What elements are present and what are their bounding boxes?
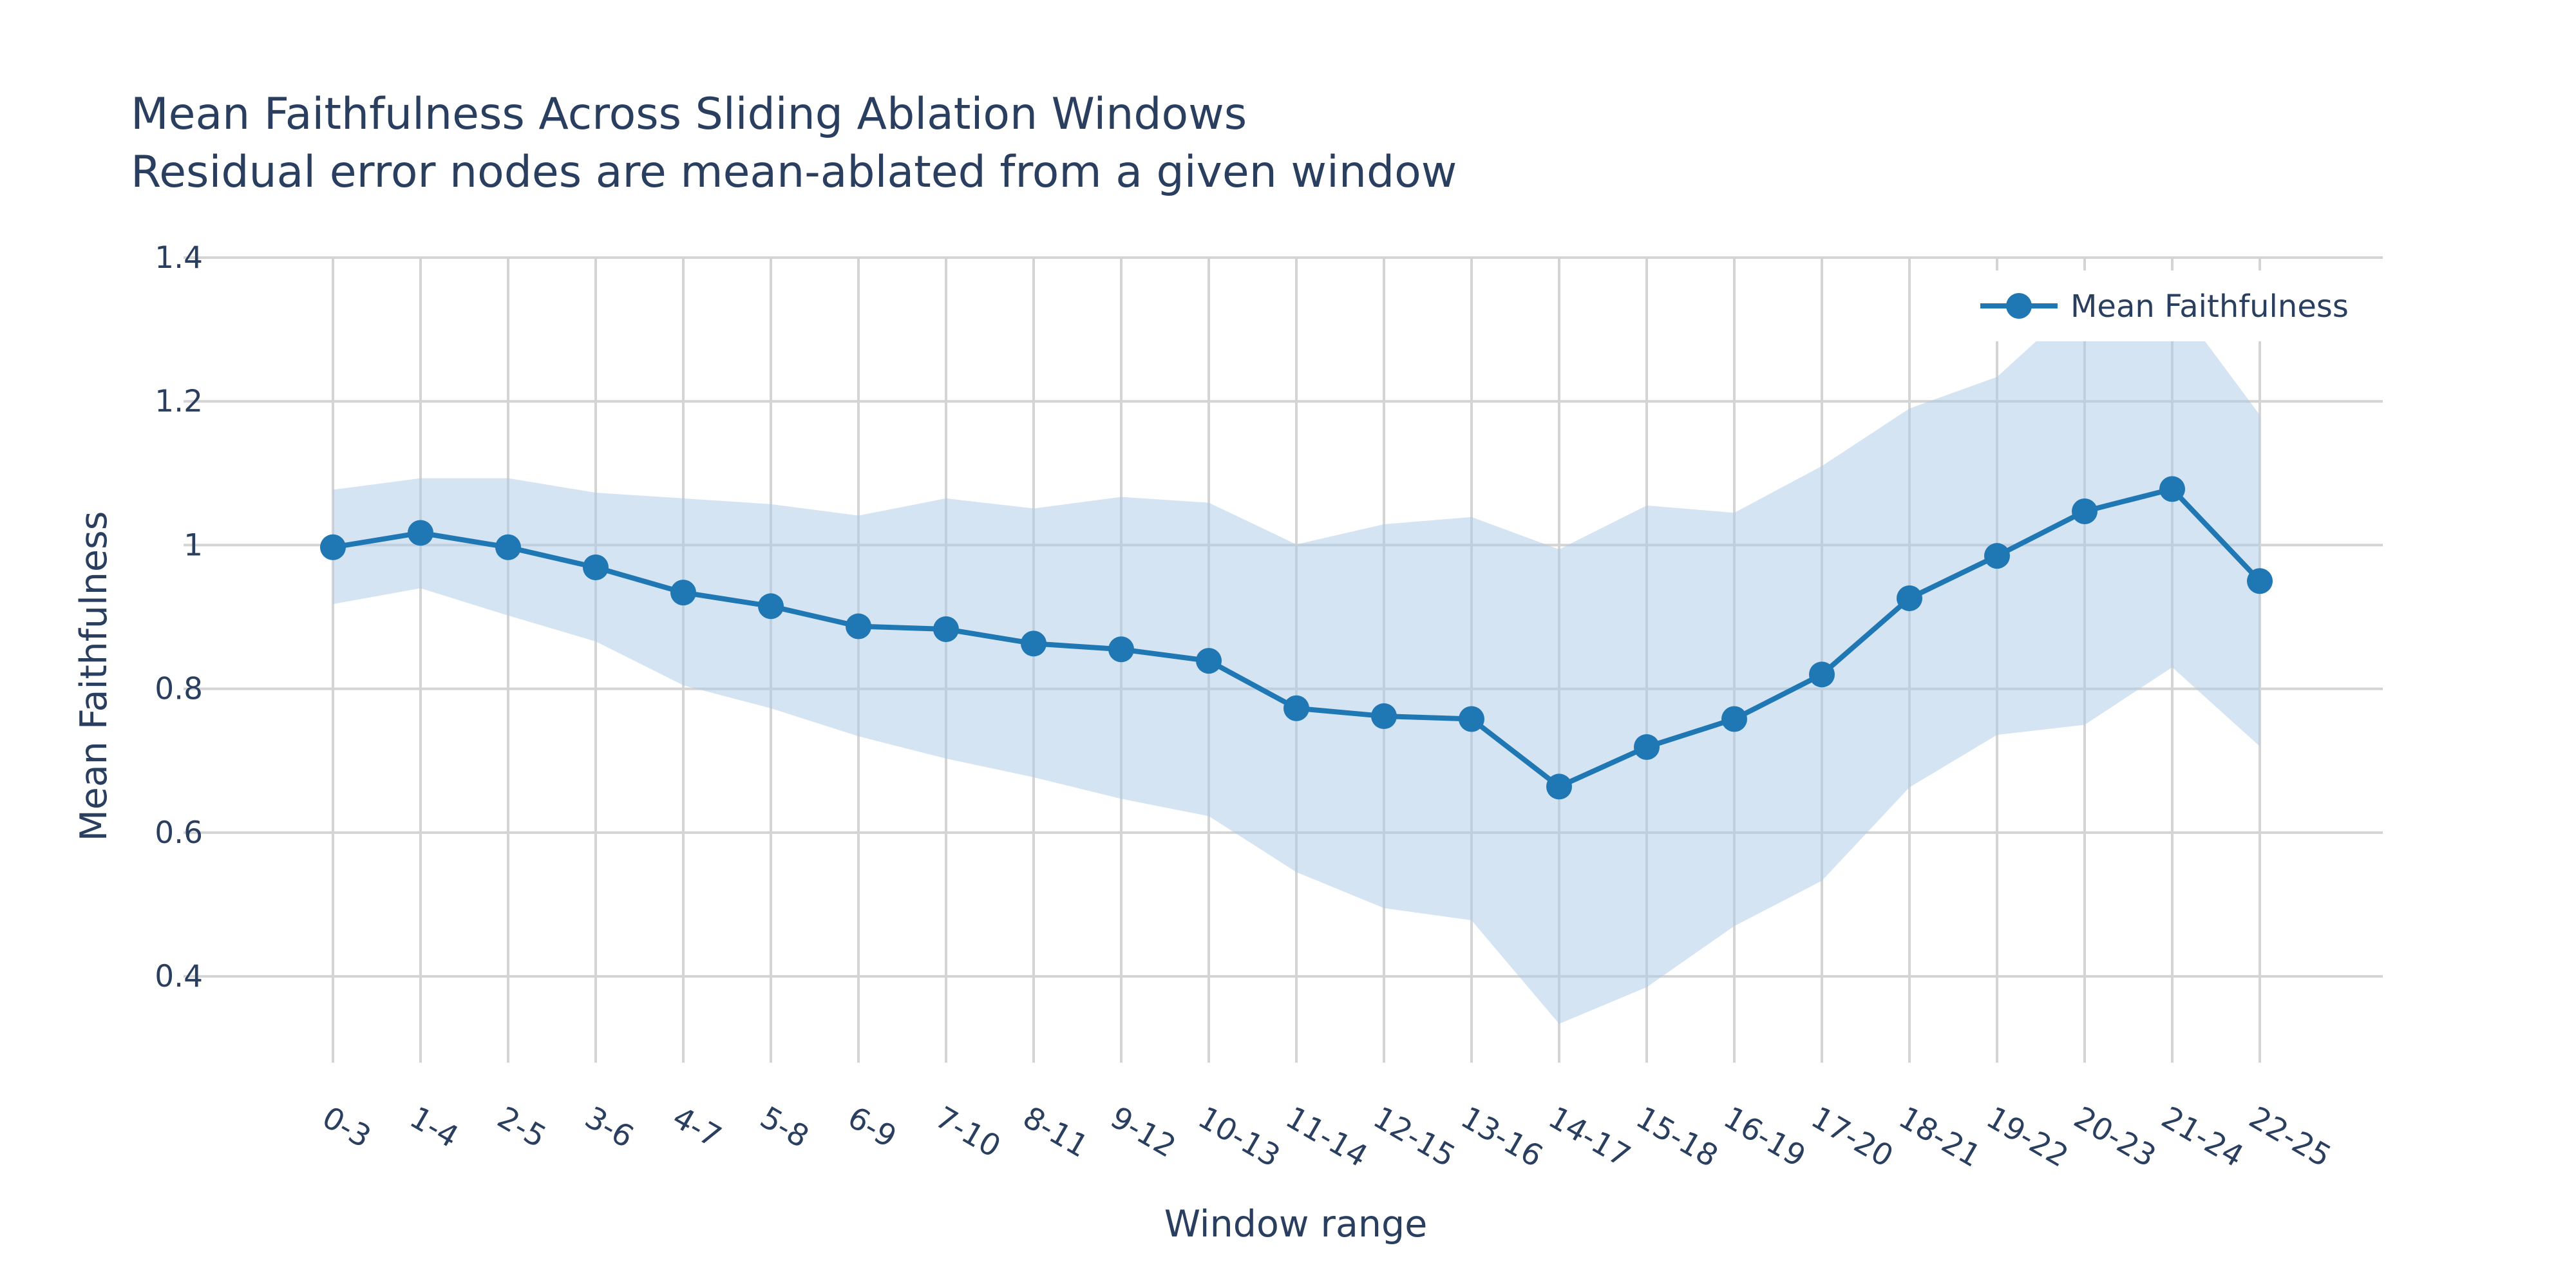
- data-point: [1021, 630, 1046, 657]
- x-tick-label: 8-11: [1017, 1100, 1094, 1165]
- x-tick-label: 4-7: [667, 1100, 727, 1155]
- chart-title: Mean Faithfulness Across Sliding Ablatio…: [131, 89, 1247, 140]
- x-tick-label: 22-25: [2243, 1100, 2337, 1175]
- x-tick-label: 13-16: [1455, 1100, 1549, 1175]
- x-tick-label: 12-15: [1367, 1100, 1461, 1175]
- data-point: [2072, 498, 2098, 524]
- x-tick-label: 0-3: [316, 1100, 377, 1155]
- x-tick-label: 20-23: [2068, 1100, 2162, 1175]
- chart-subtitle: Residual error nodes are mean-ablated fr…: [131, 147, 1457, 198]
- x-tick-label: 3-6: [579, 1100, 639, 1155]
- confidence-band: [333, 297, 2260, 1024]
- data-point: [1984, 543, 2010, 569]
- data-point: [1634, 734, 1660, 761]
- point-layer: [320, 476, 2273, 800]
- y-axis-title: Mean Faithfulness: [73, 511, 115, 842]
- x-tick-label: 21-24: [2155, 1100, 2249, 1175]
- legend: Mean Faithfulness: [1971, 270, 2370, 341]
- data-point: [758, 593, 784, 620]
- data-point: [495, 534, 521, 560]
- data-point: [583, 554, 609, 581]
- data-point: [1546, 773, 1572, 800]
- x-tick-label: 2-5: [491, 1100, 552, 1155]
- data-point: [1108, 636, 1134, 663]
- data-point: [1897, 585, 1922, 612]
- data-point: [1283, 695, 1309, 721]
- data-point: [933, 616, 959, 643]
- data-point: [1196, 648, 1222, 674]
- x-tick-label: 15-18: [1630, 1100, 1724, 1175]
- y-tick-label: 0.6: [155, 815, 203, 851]
- legend-label: Mean Faithfulness: [2070, 289, 2349, 325]
- x-tick-label: 17-20: [1805, 1100, 1899, 1175]
- x-tick-label: 19-22: [1980, 1100, 2074, 1175]
- legend-marker-swatch: [2006, 293, 2032, 319]
- data-point: [1459, 706, 1484, 732]
- x-tick-label: 10-13: [1192, 1100, 1286, 1175]
- x-tick-label: 14-17: [1542, 1100, 1636, 1175]
- x-tick-labels: 0-3 1-4 2-5 3-6 4-7 5-8 6-9 7-10 8-11 9-12 10-1311…: [316, 1100, 2337, 1175]
- x-tick-label: 6-9: [842, 1100, 902, 1155]
- y-tick-label: 1.2: [155, 384, 203, 419]
- data-point: [1371, 703, 1397, 730]
- data-point: [2159, 476, 2185, 502]
- y-tick-label: 0.8: [155, 672, 203, 707]
- band-layer: [333, 297, 2260, 1024]
- data-point: [1809, 661, 1835, 688]
- data-point: [2247, 568, 2273, 594]
- y-tick-label: 1: [184, 527, 203, 563]
- data-point: [846, 613, 871, 639]
- x-tick-label: 9-12: [1104, 1100, 1182, 1165]
- data-point: [320, 534, 346, 560]
- y-tick-labels: 0.4 0.6 0.8 1 1.2 1.4: [155, 240, 203, 994]
- data-point: [1721, 706, 1747, 732]
- x-tick-label: 7-10: [929, 1100, 1007, 1165]
- x-axis-title: Window range: [1164, 1203, 1428, 1245]
- y-tick-label: 1.4: [155, 240, 203, 276]
- data-point: [408, 520, 433, 546]
- x-tick-label: 18-21: [1893, 1100, 1987, 1175]
- x-tick-label: 11-14: [1280, 1100, 1374, 1175]
- y-tick-label: 0.4: [155, 959, 203, 994]
- x-tick-label: 5-8: [754, 1100, 815, 1155]
- x-tick-label: 1-4: [404, 1100, 464, 1155]
- data-point: [670, 580, 696, 606]
- x-tick-label: 16-19: [1718, 1100, 1812, 1175]
